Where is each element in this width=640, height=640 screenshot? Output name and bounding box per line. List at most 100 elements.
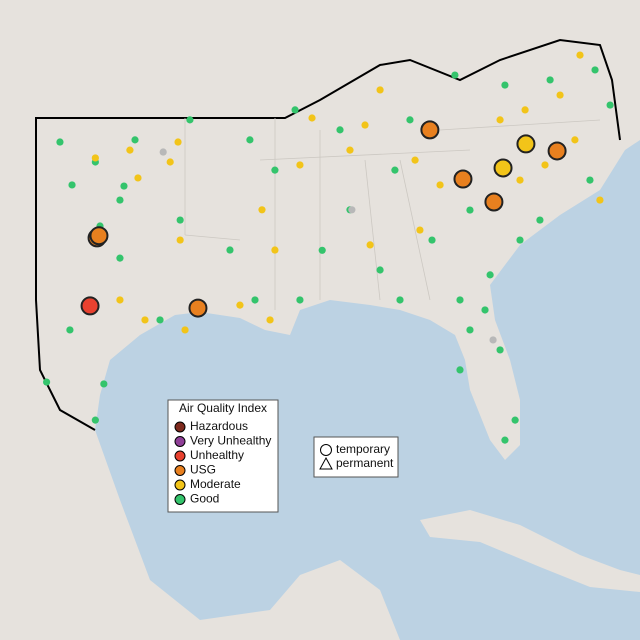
monitor [501,436,509,444]
monitor [346,146,354,154]
monitor [546,76,554,84]
monitor [596,196,604,204]
legend-label: temporary [336,442,390,456]
legend-swatch [174,450,186,462]
monitor [411,156,419,164]
monitor [68,181,76,189]
monitor [466,326,474,334]
shape-legend: temporary permanent [313,436,399,478]
monitor [496,116,504,124]
monitor [571,136,579,144]
monitor [159,148,167,156]
monitor [516,176,524,184]
legend-swatch [174,494,186,505]
monitor [131,136,139,144]
legend-label: Unhealthy [190,448,244,462]
monitor [516,236,524,244]
monitor [396,296,404,304]
cuba [420,510,640,592]
legend-swatch [174,465,186,476]
monitor [258,206,266,214]
monitor [176,216,184,224]
monitor [366,241,374,249]
monitor [481,306,489,314]
monitor [296,296,304,304]
monitor [120,182,128,190]
monitor [348,206,356,214]
monitor [116,296,124,304]
monitor [116,196,124,204]
temporary-monitor [516,134,536,154]
legend-label: Good [190,492,219,506]
legend-label: Moderate [190,477,241,491]
monitor [591,66,599,74]
monitor [134,174,142,182]
temporary-monitor [547,141,567,161]
monitor [100,380,108,388]
temporary-monitor [420,120,440,140]
monitor [501,81,509,89]
state-lines [184,118,601,310]
monitor [174,138,182,146]
monitor [486,271,494,279]
temporary-monitor [80,296,100,316]
monitor [428,236,436,244]
monitor [156,316,164,324]
monitor [141,316,149,324]
region-outline [35,38,621,431]
monitor [606,101,614,109]
legend-label: USG [190,463,216,477]
monitor [226,246,234,254]
legend-circle [320,444,332,456]
monitor [466,206,474,214]
monitor [91,416,99,424]
water [95,140,640,640]
legend-swatch [174,436,186,447]
monitor [251,296,259,304]
monitor [416,226,424,234]
monitor [451,71,459,79]
monitor [246,136,254,144]
monitor [318,246,326,254]
monitor [43,378,51,386]
monitor [236,301,244,309]
monitor [66,326,74,334]
monitor [361,121,369,129]
monitor [186,116,194,124]
monitor [116,254,124,262]
monitor [456,296,464,304]
monitor [376,266,384,274]
monitor [496,346,504,354]
monitor [176,236,184,244]
monitor [271,246,279,254]
monitor [391,166,399,174]
monitor [576,51,584,59]
monitor [56,138,64,146]
monitor [291,106,299,114]
legend-label: Very Unhealthy [190,434,271,448]
monitor [166,158,174,166]
temporary-monitor [484,192,504,212]
monitor [181,326,189,334]
monitor [336,126,344,134]
monitor [406,116,414,124]
temporary-monitor [89,226,109,246]
monitor [521,106,529,114]
monitor [271,166,279,174]
monitor [536,216,544,224]
monitor [586,176,594,184]
monitor [489,336,497,344]
monitor [296,161,304,169]
legend-triangle [319,456,333,470]
temporary-monitor [188,298,208,318]
legend-swatch [174,479,186,491]
legend-swatch [174,421,186,433]
legend-title: Air Quality Index [179,401,267,415]
monitor [376,86,384,94]
monitor [541,161,549,169]
monitor [126,146,134,154]
monitor [91,154,99,162]
legend-label: Hazardous [190,419,248,433]
